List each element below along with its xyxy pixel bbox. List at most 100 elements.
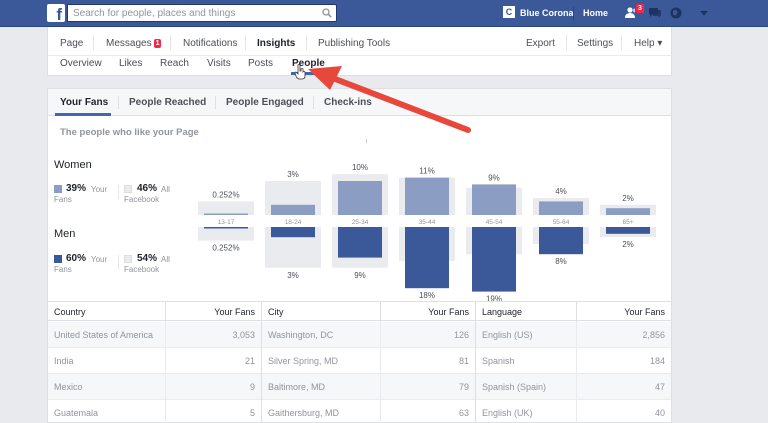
legend-men-fans-swatch [54, 255, 62, 263]
row-name: India [54, 356, 74, 366]
row-value: 126 [453, 330, 469, 340]
age-group-label: 18-24 [285, 219, 302, 226]
legend-women-facebook-pct: 46% [137, 183, 158, 194]
table-row: English (US) 2,856 [476, 322, 671, 348]
messages-icon[interactable] [648, 7, 662, 19]
table-row: Washington, DC 126 [262, 322, 475, 348]
cell-separator [576, 322, 577, 348]
insights-tab-reach[interactable]: Reach [160, 58, 189, 69]
men-pct-label: 8% [555, 257, 567, 266]
row-value: 40 [654, 408, 665, 418]
column-header[interactable]: Country [54, 307, 86, 317]
men-pct-label: 2% [622, 240, 634, 249]
row-value: 63 [458, 408, 469, 418]
legend-men-facebook-swatch [124, 255, 132, 263]
cell-separator [576, 374, 577, 400]
subtab-your-fans[interactable]: Your Fans [60, 97, 109, 108]
facebook-men-bar [198, 227, 254, 241]
table-header: Language Your Fans [476, 301, 671, 322]
subtab-separator [215, 96, 216, 109]
insights-tab-posts[interactable]: Posts [248, 58, 274, 69]
insights-tab-overview[interactable]: Overview [60, 58, 102, 69]
row-value: 21 [244, 356, 255, 366]
women-fans-bar [606, 208, 650, 215]
facebook-women-bar [198, 201, 254, 215]
men-pct-label: 9% [354, 271, 366, 280]
table-row: Gaithersburg, MD 63 [262, 400, 475, 423]
table-row: India 21 [48, 348, 261, 374]
age-label-band [198, 214, 668, 228]
facebook-logo[interactable]: f [47, 4, 65, 22]
age-group-label: 45-54 [486, 219, 503, 226]
search-input[interactable] [68, 5, 308, 21]
search-box[interactable] [67, 4, 337, 22]
nav-publishing-tools[interactable]: Publishing Tools [318, 38, 391, 49]
women-pct-label: 3% [287, 170, 299, 179]
women-pct-label: 0.252% [212, 190, 239, 199]
profile-name-link[interactable]: Blue Corona [520, 8, 574, 18]
women-pct-label: 10% [352, 163, 368, 172]
women-fans-bar [204, 213, 248, 215]
column-separator [165, 302, 166, 322]
row-value: 9 [249, 382, 255, 392]
men-pct-label: 19% [486, 295, 502, 301]
people-insights-panel: Your Fans People Reached People Engaged … [47, 88, 672, 423]
age-gender-chart: 13-17 0.252% 0.252% 18-24 3% 3% 25-34 10% 9% 35-4… [198, 163, 668, 301]
nav-messages-label: Messages [106, 38, 152, 49]
cell-separator [576, 400, 577, 423]
nav-export[interactable]: Export [526, 38, 555, 49]
cell-separator [380, 322, 381, 348]
subtab-people-reached[interactable]: People Reached [129, 97, 207, 108]
women-fans-bar [271, 204, 315, 215]
row-value: 79 [458, 382, 469, 392]
men-fans-bar [204, 227, 248, 229]
row-name: Washington, DC [268, 330, 334, 340]
nav-help[interactable]: Help ▾ [634, 38, 663, 49]
legend-women-fans-swatch [54, 185, 62, 193]
column-header[interactable]: City [268, 307, 284, 317]
women-pct-label: 11% [419, 167, 434, 176]
column-header[interactable]: Your Fans [428, 307, 469, 317]
insights-tab-people[interactable]: People [292, 58, 325, 69]
subtab-people-engaged[interactable]: People Engaged [226, 97, 304, 108]
globe-icon[interactable] [670, 7, 682, 19]
legend-men-fans-label: Your [91, 255, 108, 264]
insights-tab-visits[interactable]: Visits [207, 58, 231, 69]
nav-messages[interactable]: Messages 1 [106, 38, 162, 49]
nav-settings[interactable]: Settings [577, 38, 614, 49]
women-pct-label: 2% [622, 194, 634, 203]
table-row: Mexico 9 [48, 374, 261, 400]
row-value: 2,856 [642, 330, 665, 340]
nav-notifications[interactable]: Notifications [183, 38, 238, 49]
demographics-tables: Country Your Fans United States of America… [48, 301, 671, 423]
home-link[interactable]: Home [583, 8, 609, 18]
cell-separator [165, 322, 166, 348]
table-row: Spanish (Spain) 47 [476, 374, 671, 400]
row-name: United States of America [54, 330, 154, 340]
insights-tab-likes[interactable]: Likes [119, 58, 143, 69]
nav-insights[interactable]: Insights [257, 38, 296, 49]
men-pct-label: 0.252% [212, 244, 239, 253]
column-header[interactable]: Language [482, 307, 523, 317]
section-heading: The people who like your Page [60, 127, 199, 138]
column-header[interactable]: Your Fans [624, 307, 665, 317]
men-pct-label: 3% [287, 271, 299, 280]
men-pct-label: 18% [419, 291, 435, 300]
column-header[interactable]: Your Fans [214, 307, 255, 317]
caret-down-icon[interactable] [700, 11, 708, 16]
subtab-check-ins[interactable]: Check-ins [324, 97, 372, 108]
row-value: 81 [458, 356, 469, 366]
profile-avatar[interactable]: C [503, 6, 515, 18]
cell-separator [576, 348, 577, 374]
row-name: Mexico [54, 382, 83, 392]
age-group-label: 25-34 [352, 219, 369, 226]
women-fans-bar [539, 201, 583, 215]
legend-women-facebook-label-2: Facebook [124, 195, 160, 204]
decorative-dash [366, 139, 367, 143]
nav-page[interactable]: Page [60, 38, 84, 49]
search-icon[interactable] [322, 8, 332, 18]
age-group-label: 65+ [622, 219, 633, 226]
row-value: 5 [249, 408, 255, 418]
row-value: 184 [649, 356, 665, 366]
legend-women-fans-label: Your [91, 185, 108, 194]
